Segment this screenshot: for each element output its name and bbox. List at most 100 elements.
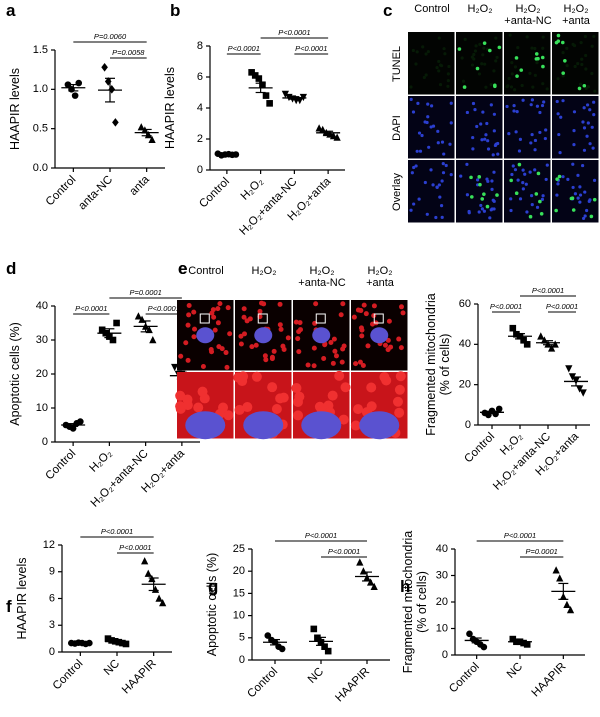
nucleus (411, 48, 415, 53)
tunel-signal (556, 39, 561, 43)
data-point (171, 363, 179, 372)
nucleus (471, 135, 475, 140)
y-tick-label: 9 (49, 566, 55, 578)
nucleus (572, 129, 576, 133)
mitochondria (183, 340, 189, 346)
tunel-signal (556, 33, 561, 38)
nucleus (590, 71, 594, 76)
column-label: Control (188, 265, 223, 277)
y-axis-label: Apoptotic cells (%) (8, 322, 22, 426)
mitochondria (392, 396, 403, 407)
mitochondria (296, 349, 302, 355)
row-label: TUNEL (391, 46, 403, 82)
comparison-label: P=0.0058 (112, 48, 145, 57)
nucleus (479, 122, 483, 126)
data-point (480, 643, 488, 651)
nucleus (491, 198, 495, 202)
nucleus (467, 211, 471, 215)
y-tick-label: 0 (197, 164, 203, 176)
mitochondria (292, 396, 303, 407)
mitochondria (223, 350, 229, 356)
nucleus (588, 198, 592, 202)
nucleus (558, 150, 562, 155)
mitochondria (241, 314, 247, 320)
data-point (281, 90, 290, 99)
nucleus (486, 179, 490, 183)
nucleus (533, 73, 537, 77)
comparison-label: P=0.0060 (94, 32, 127, 41)
nucleus (448, 142, 452, 146)
mitochondria (278, 326, 284, 332)
mitochondria (340, 382, 351, 393)
y-tick-label: 6 (197, 71, 203, 83)
y-tick-label: 30 (436, 569, 448, 581)
y-tick-label: 6 (49, 592, 55, 604)
y-tick-label: 0 (49, 646, 55, 658)
comparison-label: P<0.0001 (278, 28, 310, 37)
mitochondria (210, 307, 216, 313)
comparison-label: P<0.0001 (504, 531, 536, 540)
nucleus (590, 125, 594, 129)
data-point (113, 319, 120, 327)
nucleus (496, 152, 500, 156)
column-label: H₂O₂ (251, 265, 276, 277)
image-background (552, 32, 599, 95)
tunel-signal (589, 214, 594, 219)
nucleus (492, 170, 496, 174)
nucleus (442, 47, 446, 51)
nucleus (480, 138, 484, 142)
tunel-signal (480, 197, 485, 201)
nucleus (578, 200, 582, 204)
zoom-box (199, 313, 210, 324)
nucleus (301, 411, 342, 440)
nucleus (586, 121, 590, 125)
nucleus (541, 46, 545, 50)
nucleus (592, 100, 596, 104)
nucleus (424, 73, 428, 77)
data-point (565, 365, 573, 373)
nucleus (429, 125, 433, 129)
nucleus (581, 120, 585, 124)
nucleus (426, 102, 430, 106)
y-axis-label: Apoptotic cells (%) (205, 553, 219, 657)
nucleus (556, 182, 560, 186)
tunel-signal (457, 47, 462, 51)
x-tick-label: NC (102, 658, 122, 678)
tunel-signal (571, 208, 576, 212)
error-bar (558, 582, 569, 600)
nucleus (439, 64, 444, 68)
nucleus (470, 55, 474, 59)
nucleus (488, 216, 492, 220)
nucleus (512, 109, 516, 113)
micrograph (175, 372, 234, 440)
nucleus (463, 37, 467, 42)
nucleus (446, 72, 450, 76)
mitochondria (244, 318, 250, 324)
nucleus (444, 163, 448, 168)
mitochondria (257, 308, 263, 314)
y-tick-label: 0 (465, 419, 471, 431)
nucleus (414, 164, 418, 168)
panel-label: c (383, 1, 392, 20)
nucleus (521, 181, 525, 185)
nucleus (416, 101, 420, 106)
error-bar (362, 571, 372, 582)
nucleus (510, 72, 514, 76)
nucleus (516, 178, 520, 182)
nucleus (561, 99, 565, 103)
nucleus (492, 129, 496, 133)
tunel-signal (509, 178, 513, 183)
nucleus (441, 162, 445, 166)
nucleus (580, 62, 584, 67)
error-bar (105, 77, 115, 103)
image-background (456, 96, 503, 159)
nucleus (446, 84, 450, 88)
nucleus (524, 182, 528, 186)
nucleus (426, 115, 430, 119)
nucleus (486, 139, 490, 143)
mitochondria (253, 342, 259, 348)
nucleus (528, 170, 532, 174)
column-label: H₂O₂ (515, 3, 540, 15)
nucleus (592, 178, 597, 182)
mitochondria (251, 371, 262, 382)
